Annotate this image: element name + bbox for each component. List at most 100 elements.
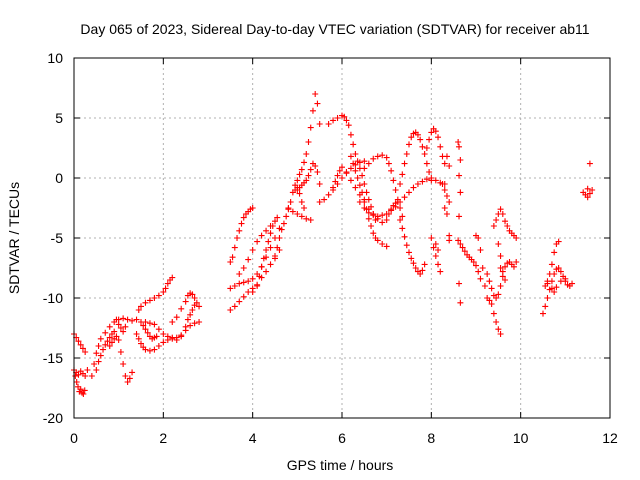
data-point bbox=[298, 213, 305, 220]
data-point bbox=[439, 181, 446, 187]
data-point bbox=[397, 205, 404, 211]
data-point bbox=[316, 181, 323, 187]
data-point bbox=[274, 214, 281, 221]
data-point bbox=[446, 163, 453, 169]
data-point bbox=[435, 134, 442, 141]
data-point bbox=[285, 205, 292, 211]
data-point bbox=[336, 167, 343, 174]
data-point bbox=[73, 379, 80, 385]
data-point bbox=[435, 247, 442, 253]
data-point bbox=[249, 275, 256, 282]
data-point bbox=[421, 151, 428, 157]
data-point bbox=[106, 323, 113, 330]
data-point bbox=[383, 217, 390, 223]
data-point bbox=[361, 196, 368, 203]
data-point bbox=[254, 283, 261, 289]
data-point bbox=[414, 181, 421, 187]
data-point bbox=[160, 289, 167, 295]
data-point bbox=[312, 91, 319, 97]
data-point bbox=[437, 268, 444, 275]
data-point bbox=[493, 217, 500, 223]
data-point bbox=[316, 199, 323, 205]
data-point bbox=[236, 227, 243, 234]
data-point bbox=[513, 259, 520, 265]
data-point bbox=[365, 215, 372, 222]
data-point bbox=[341, 113, 348, 120]
data-point bbox=[495, 326, 502, 333]
data-point bbox=[263, 227, 270, 234]
data-point bbox=[258, 263, 265, 270]
data-point bbox=[115, 337, 122, 343]
data-point bbox=[544, 295, 551, 301]
data-point bbox=[330, 117, 337, 124]
data-point bbox=[267, 261, 274, 268]
data-point bbox=[229, 254, 236, 261]
data-point bbox=[309, 107, 316, 114]
data-point bbox=[354, 158, 361, 165]
y-tick-label: -5 bbox=[51, 230, 64, 246]
data-point bbox=[95, 358, 102, 365]
data-point bbox=[249, 205, 256, 211]
data-point bbox=[272, 253, 278, 259]
data-point bbox=[227, 307, 234, 313]
data-point bbox=[490, 223, 497, 229]
data-point bbox=[455, 237, 462, 244]
data-point bbox=[446, 237, 453, 244]
data-point bbox=[240, 293, 247, 300]
data-point bbox=[146, 297, 153, 304]
data-point bbox=[126, 375, 133, 382]
data-point bbox=[423, 145, 430, 151]
data-point bbox=[421, 261, 428, 268]
data-point bbox=[403, 242, 410, 249]
data-point bbox=[196, 319, 203, 325]
y-tick-label: -10 bbox=[43, 290, 63, 306]
data-point bbox=[399, 171, 406, 178]
data-point bbox=[191, 302, 198, 309]
data-point bbox=[461, 248, 468, 255]
x-axis-label: GPS time / hours bbox=[287, 457, 394, 473]
data-point bbox=[75, 371, 82, 378]
data-point bbox=[432, 241, 439, 247]
data-point bbox=[162, 285, 169, 292]
data-point bbox=[343, 117, 350, 124]
data-point bbox=[298, 166, 305, 173]
data-point bbox=[399, 225, 406, 232]
data-point bbox=[497, 206, 504, 213]
data-point bbox=[153, 333, 160, 340]
data-point bbox=[102, 341, 109, 348]
data-point bbox=[303, 177, 310, 184]
data-point bbox=[142, 319, 149, 325]
data-point bbox=[164, 333, 171, 340]
data-point bbox=[276, 235, 283, 241]
data-point bbox=[365, 209, 372, 216]
data-point bbox=[280, 220, 287, 227]
data-point bbox=[97, 352, 104, 359]
data-point bbox=[540, 310, 546, 317]
data-point bbox=[312, 163, 319, 169]
data-point bbox=[370, 230, 377, 237]
data-point bbox=[426, 136, 433, 143]
data-point bbox=[138, 303, 144, 310]
data-point bbox=[294, 211, 301, 217]
data-point bbox=[488, 301, 495, 307]
data-point bbox=[557, 278, 564, 285]
data-point bbox=[397, 217, 404, 223]
plot-frame bbox=[73, 57, 611, 419]
data-point bbox=[240, 279, 247, 286]
data-point bbox=[423, 176, 430, 183]
data-point bbox=[93, 367, 100, 373]
data-point bbox=[245, 278, 252, 285]
data-point bbox=[456, 280, 463, 287]
data-point bbox=[477, 247, 484, 253]
data-point bbox=[555, 238, 562, 245]
data-point bbox=[446, 199, 453, 205]
data-point bbox=[410, 184, 417, 191]
data-point bbox=[388, 167, 395, 174]
data-point bbox=[419, 143, 426, 150]
data-point bbox=[140, 322, 147, 329]
data-point bbox=[265, 238, 272, 245]
data-point bbox=[115, 321, 122, 328]
data-point bbox=[173, 314, 180, 321]
data-point bbox=[497, 331, 504, 337]
data-point bbox=[294, 177, 301, 184]
